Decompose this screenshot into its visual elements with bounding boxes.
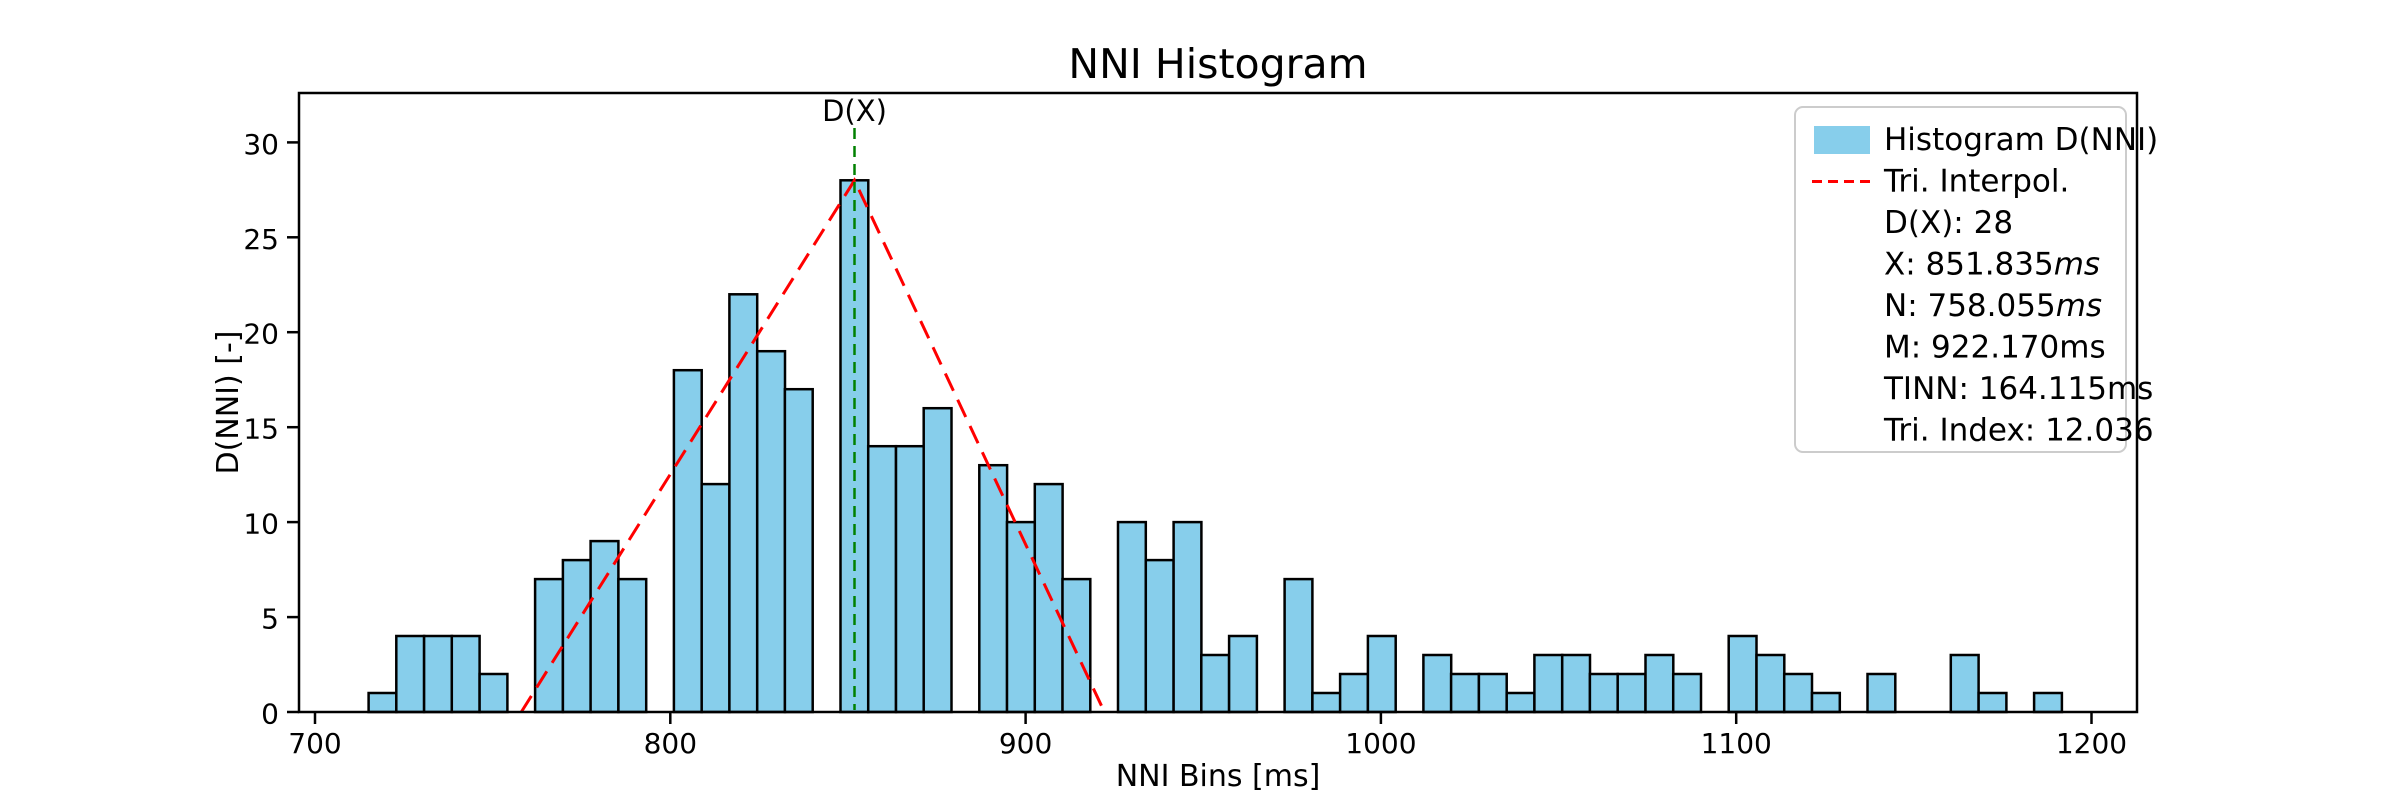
histogram-bar	[922, 406, 953, 714]
triangular-interpolation-line	[520, 177, 1106, 713]
histogram-bar	[1227, 634, 1259, 714]
histogram-bar	[1588, 672, 1619, 714]
histogram-bar	[1477, 672, 1508, 714]
histogram-bar	[2032, 691, 2064, 714]
histogram-bar	[1782, 672, 1814, 714]
histogram-bar	[533, 577, 565, 714]
y-tick-label: 5	[261, 603, 279, 636]
legend: Histogram D(NNI) Tri. Interpol. D(X): 28 X:…	[1794, 106, 2158, 453]
histogram-bar	[672, 368, 703, 714]
histogram-bar	[1505, 691, 1536, 714]
histogram-bar	[1116, 520, 1148, 714]
histogram-bar	[783, 387, 814, 714]
histogram-bar	[1200, 653, 1231, 714]
chart-title: NNI Histogram	[1068, 40, 1367, 88]
legend-histogram-swatch	[1814, 126, 1870, 154]
histogram-bar	[1977, 691, 2008, 714]
y-axis-label: D(NNI) [-]	[211, 330, 246, 474]
x-axis-ticks: 700 800 900 1000 1100 1200	[288, 712, 2127, 760]
legend-rows: Histogram D(NNI) Tri. Interpol. D(X): 28 X:…	[1812, 122, 2158, 449]
y-tick-label: 15	[243, 413, 279, 446]
histogram-bar	[617, 577, 648, 714]
y-tick-label: 25	[243, 223, 279, 256]
dx-annotation-label: D(X)	[822, 94, 887, 128]
histogram-bar	[1061, 577, 1092, 714]
histogram-bar	[1949, 653, 1980, 714]
histogram-bar	[894, 444, 926, 714]
y-tick-label: 30	[243, 128, 279, 161]
legend-row-label: Tri. Index: 12.036	[1883, 413, 2154, 449]
histogram-bar	[700, 482, 731, 714]
histogram-bar	[589, 539, 620, 714]
histogram-bar	[755, 349, 787, 714]
y-tick-label: 20	[243, 318, 279, 351]
histogram-bar	[1033, 482, 1064, 714]
histogram-bar	[1727, 634, 1758, 714]
histogram-bar	[1810, 691, 1842, 714]
legend-row-label: Tri. Interpol.	[1883, 164, 2069, 200]
y-axis-ticks: 0 5 10 15 20 25 30	[243, 128, 299, 731]
histogram-bar	[1422, 653, 1453, 714]
x-tick-label: 1100	[1701, 727, 1772, 760]
histogram-bar	[1311, 691, 1342, 714]
histogram-bar	[866, 444, 898, 714]
legend-row-label: Histogram D(NNI)	[1884, 122, 2158, 158]
histogram-bar	[561, 558, 592, 714]
histogram-bar	[450, 634, 481, 714]
histogram-bar	[478, 672, 509, 714]
legend-box	[1794, 106, 2127, 453]
legend-row-label: TINN: 164.115ms	[1883, 371, 2153, 407]
x-axis-label: NNI Bins [ms]	[1116, 759, 1321, 794]
histogram-bar	[1755, 653, 1786, 714]
histogram-bar	[422, 634, 454, 714]
histogram-bar	[1338, 672, 1370, 714]
histogram-bar	[395, 634, 426, 714]
x-tick-label: 1200	[2056, 727, 2127, 760]
y-tick-label: 10	[243, 508, 279, 541]
histogram-bar	[1449, 672, 1481, 714]
histogram-bar	[1366, 634, 1397, 714]
x-tick-label: 800	[644, 727, 697, 760]
histogram-bar	[1616, 672, 1647, 714]
histogram-bar	[1144, 558, 1175, 714]
x-tick-label: 1000	[1345, 727, 1416, 760]
legend-row-label: D(X): 28	[1884, 205, 2013, 241]
legend-row-label: X: 851.835ms	[1884, 247, 2100, 283]
histogram-bar	[1172, 520, 1203, 714]
plot-frame	[297, 91, 2139, 714]
y-tick-label: 0	[261, 698, 279, 731]
x-tick-label: 900	[999, 727, 1052, 760]
x-tick-label: 700	[288, 727, 341, 760]
histogram-bar	[1005, 520, 1037, 714]
histogram-bar	[1283, 577, 1314, 714]
histogram-bar	[1644, 653, 1675, 714]
legend-row-label: N: 758.055ms	[1884, 288, 2102, 324]
histogram-bar	[1866, 672, 1897, 714]
histogram-bar	[1560, 653, 1592, 714]
histogram-bar	[978, 463, 1009, 714]
legend-row-label: M: 922.170ms	[1884, 330, 2106, 366]
histogram-bar	[367, 691, 398, 714]
histogram-bar	[1671, 672, 1703, 714]
histogram-bar	[1533, 653, 1564, 714]
